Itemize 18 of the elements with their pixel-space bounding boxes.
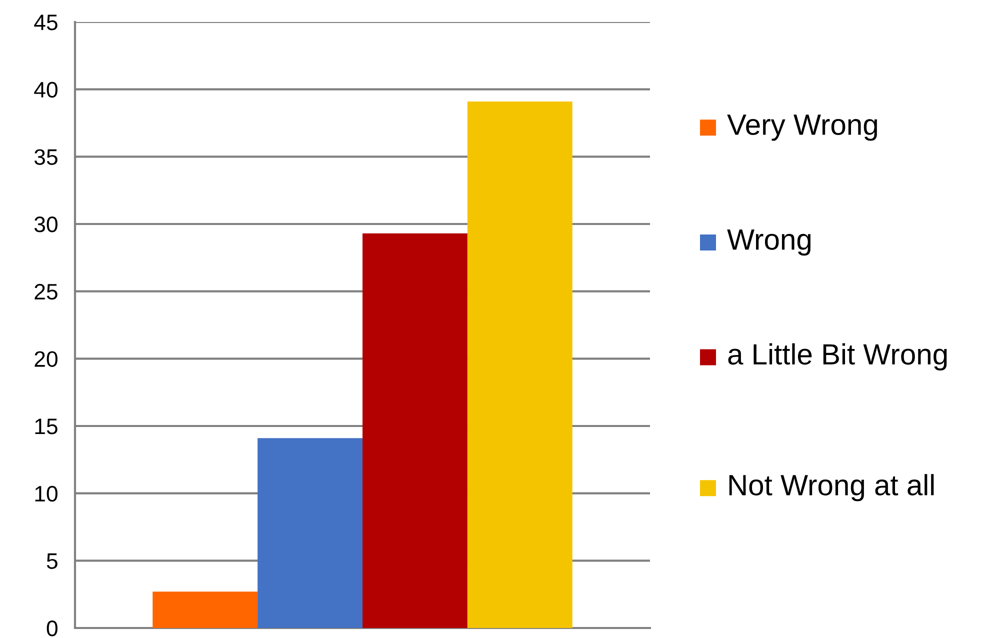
- legend-label: Not Wrong at all: [729, 474, 934, 502]
- y-tick-label: 40: [34, 82, 58, 98]
- y-tick-label: 5: [46, 553, 58, 569]
- bar: [467, 101, 572, 628]
- y-tick-label: 25: [34, 284, 58, 300]
- y-tick-label: 20: [34, 351, 58, 367]
- y-tick-label: 10: [35, 486, 58, 502]
- legend-label: Very Wrong: [727, 114, 877, 141]
- y-tick-label: 15: [35, 418, 58, 434]
- legend-label: Wrong: [727, 230, 811, 256]
- bar: [152, 592, 258, 628]
- bar: [258, 438, 362, 628]
- y-tick-label: 45: [34, 14, 58, 30]
- legend-label: a Little Bit Wrong: [728, 343, 947, 370]
- y-tick-label: 35: [34, 149, 58, 165]
- bar: [362, 233, 468, 628]
- y-tick-label: 30: [34, 216, 58, 232]
- y-tick-label: 0: [46, 620, 58, 636]
